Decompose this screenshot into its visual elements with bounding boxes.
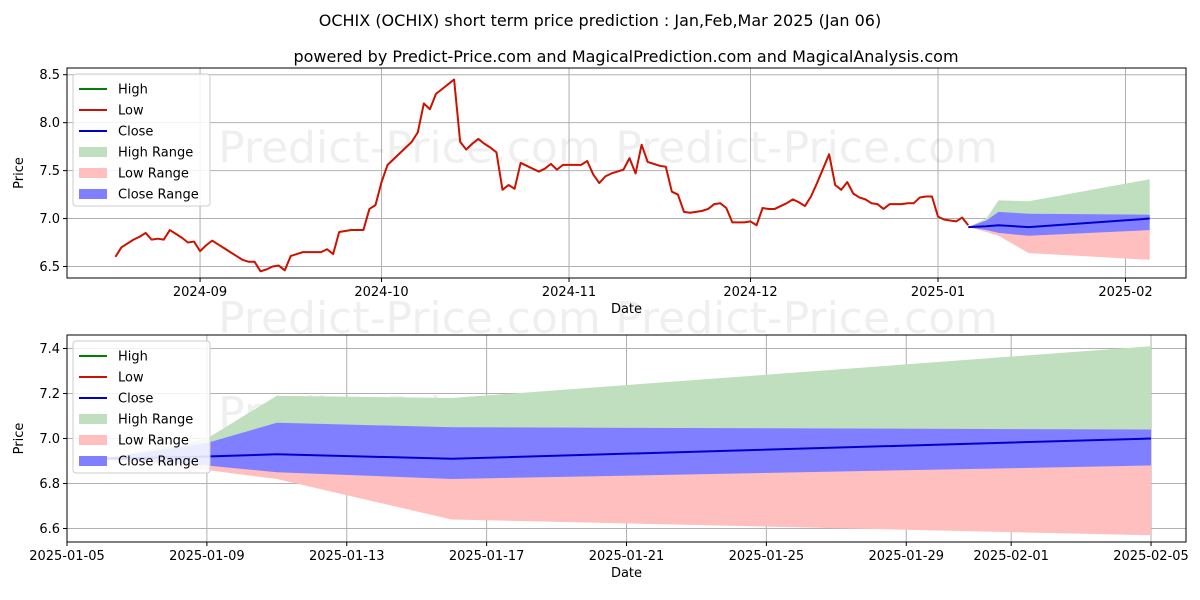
x-tick-label: 2025-01-21 xyxy=(589,549,665,564)
x-tick-label: 2025-01 xyxy=(911,285,965,300)
plot-area xyxy=(101,346,1152,536)
legend-item-label: Low Range xyxy=(118,167,189,182)
x-tick-label: 2025-01-09 xyxy=(169,549,245,564)
x-tick-label: 2024-11 xyxy=(542,285,596,300)
y-tick-label: 6.6 xyxy=(39,522,60,537)
x-axis-label: Date xyxy=(611,566,642,581)
x-axis-label: Date xyxy=(611,302,642,317)
y-tick-label: 8.5 xyxy=(39,68,60,83)
legend-item-label: High xyxy=(118,83,148,98)
axes-frame xyxy=(66,67,1187,279)
y-tick-label: 7.4 xyxy=(39,342,60,357)
legend-swatch-patch xyxy=(79,435,107,445)
legend: High Low Close High Range Low Range Close Ran… xyxy=(72,73,211,207)
legend-item-label: Close xyxy=(118,125,153,140)
x-tick-label: 2024-10 xyxy=(354,285,408,300)
x-tick-label: 2024-12 xyxy=(723,285,777,300)
legend-swatch-patch xyxy=(79,414,107,424)
legend-box xyxy=(72,340,211,474)
y-tick-label: 7.5 xyxy=(39,164,60,179)
x-tick-label: 2025-01-13 xyxy=(309,549,385,564)
chart-panel-2: Predict-Price.comPredict-Price.com2025-0… xyxy=(12,334,1189,581)
x-tick-label: 2025-01-29 xyxy=(868,549,944,564)
legend-item-label: Close Range xyxy=(118,188,199,203)
legend-item-label: Close xyxy=(118,392,153,407)
legend-swatch-patch xyxy=(79,168,107,178)
y-tick-label: 6.8 xyxy=(39,477,60,492)
x-tick-label: 2025-02-01 xyxy=(973,549,1049,564)
x-tick-label: 2025-02-05 xyxy=(1113,549,1189,564)
legend-item-label: Low Range xyxy=(118,434,189,449)
legend-item-label: Low xyxy=(118,104,144,119)
x-tick-label: 2025-01-17 xyxy=(449,549,525,564)
legend-item-label: High Range xyxy=(118,413,193,428)
legend-item-label: Low xyxy=(118,371,144,386)
x-tick-label: 2025-01-25 xyxy=(729,549,805,564)
legend-swatch-patch xyxy=(79,147,107,157)
legend-swatch-patch xyxy=(79,456,107,466)
low-price-line xyxy=(114,78,970,273)
y-tick-label: 7.0 xyxy=(39,212,60,227)
legend: High Low Close High Range Low Range Close Ran… xyxy=(72,340,211,474)
watermark: Predict-Price.com xyxy=(218,123,601,174)
chart-title: OCHIX (OCHIX) short term price predictio… xyxy=(319,11,881,30)
legend-item-label: Close Range xyxy=(118,455,199,470)
close-forecast-line xyxy=(968,217,1150,229)
close-range-band xyxy=(968,211,1150,236)
plot-area xyxy=(114,78,1150,273)
x-tick-label: 2024-09 xyxy=(173,285,227,300)
x-tick-label: 2025-01-05 xyxy=(29,549,105,564)
close-range-band xyxy=(101,422,1152,479)
legend-box xyxy=(72,73,211,207)
y-tick-label: 7.2 xyxy=(39,387,60,402)
x-tick-label: 2025-02 xyxy=(1098,285,1152,300)
legend-item-label: High Range xyxy=(118,146,193,161)
chart-subtitle: powered by Predict-Price.com and Magical… xyxy=(293,47,958,66)
legend-swatch-patch xyxy=(79,189,107,199)
y-tick-label: 8.0 xyxy=(39,116,60,131)
low-range-band xyxy=(968,227,1150,260)
legend-item-label: High xyxy=(118,350,148,365)
y-axis-label: Price xyxy=(12,423,27,455)
y-axis-label: Price xyxy=(12,157,27,189)
y-tick-label: 7.0 xyxy=(39,432,60,447)
watermark: Predict-Price.com xyxy=(615,123,998,174)
low-range-band xyxy=(101,458,1152,536)
watermark: Predict-Price.com xyxy=(615,293,998,344)
watermark: Predict-Price.com xyxy=(218,293,601,344)
y-tick-label: 6.5 xyxy=(39,260,60,275)
